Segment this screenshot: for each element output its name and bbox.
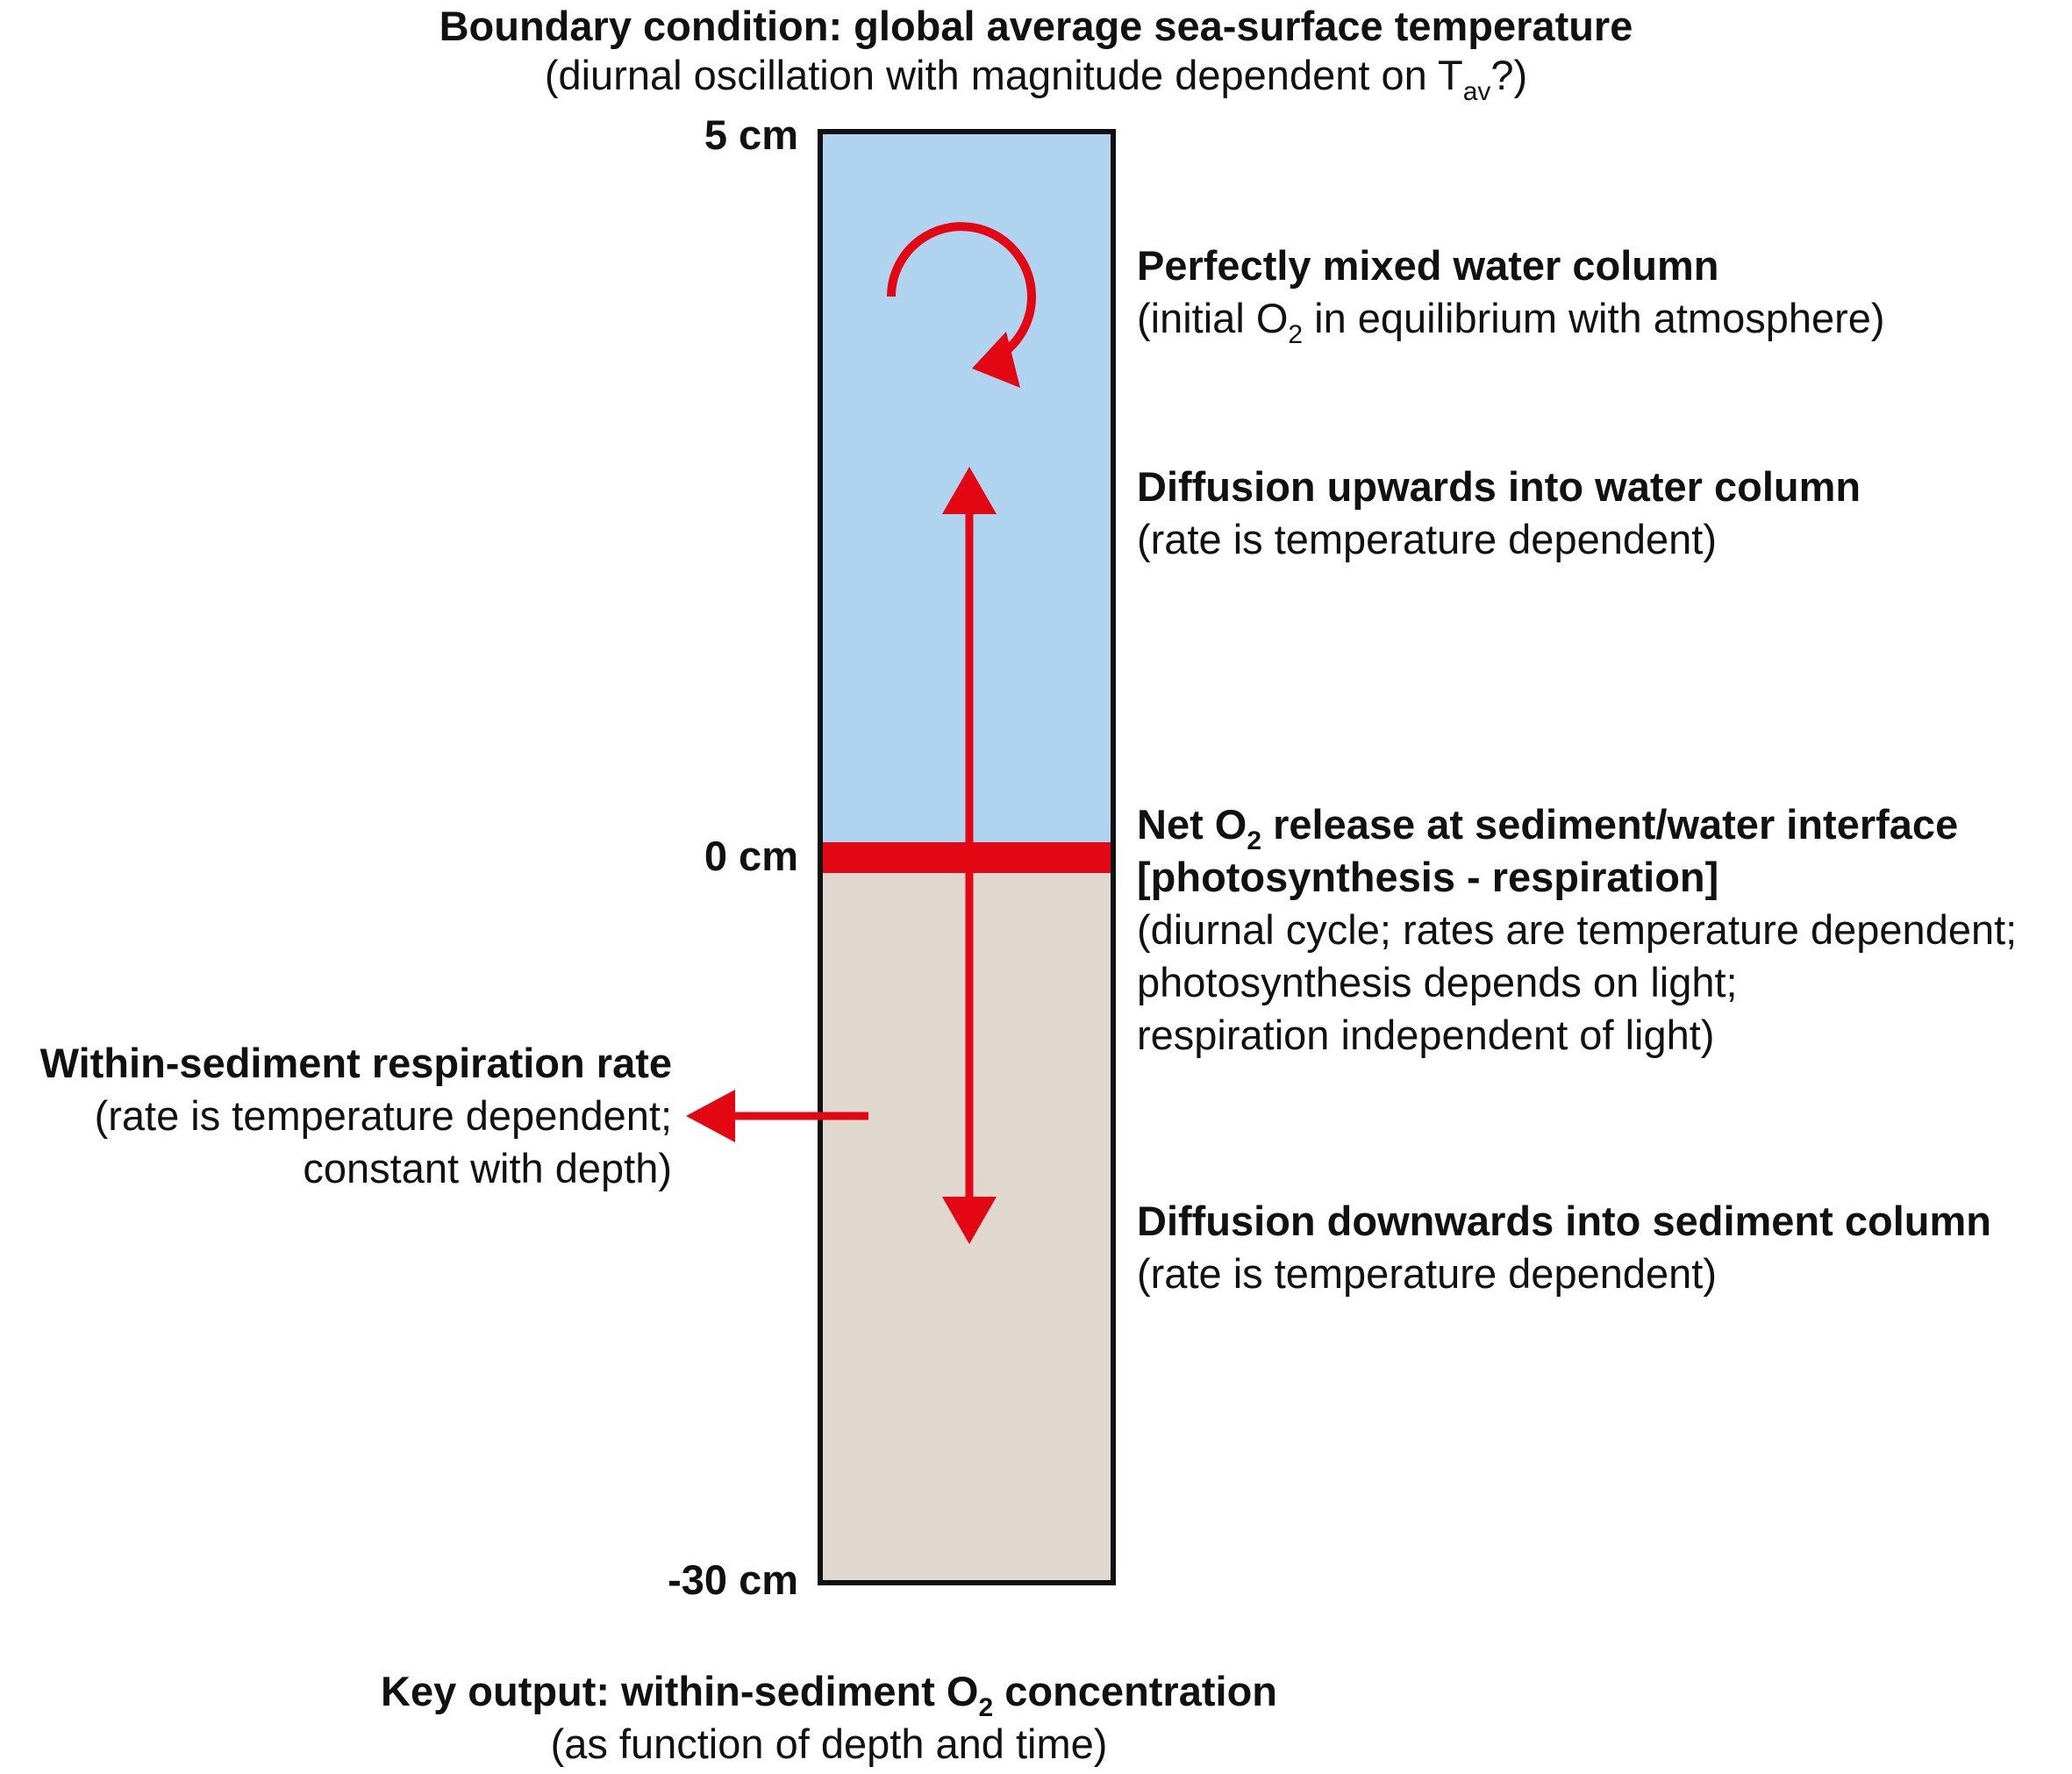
- mixing-arrow: [887, 222, 1036, 360]
- respiration-arrow-head: [686, 1090, 735, 1142]
- net-release-line1: (diurnal cycle; rates are temperature de…: [1137, 906, 2018, 953]
- net-release-line2: photosynthesis depends on light;: [1137, 959, 1738, 1005]
- diffusion-down-line: (rate is temperature dependent): [1137, 1250, 1717, 1297]
- depth-label-top: 5 cm: [704, 111, 798, 158]
- depth-label-interface: 0 cm: [704, 833, 798, 879]
- respiration-line1: (rate is temperature dependent;: [94, 1092, 672, 1139]
- mixed-line-pre: (initial O: [1137, 295, 1289, 341]
- boundary-condition-subtitle: (diurnal oscillation with magnitude depe…: [0, 49, 2072, 105]
- boundary-condition-title: Boundary condition: global average sea-s…: [0, 0, 2072, 53]
- net-release-title: Net O2 release at sediment/water interfa…: [1137, 798, 1959, 855]
- boundary-condition-title-text: Boundary condition: global average sea-s…: [439, 3, 1633, 49]
- diffusion-up-line: (rate is temperature dependent): [1137, 516, 1717, 562]
- key-output-title: Key output: within-sediment O2 concentra…: [0, 1665, 1658, 1721]
- respiration-title: Within-sediment respiration rate: [39, 1040, 672, 1086]
- key-output-title-sub: 2: [978, 1693, 994, 1722]
- net-release-title2: [photosynthesis - respiration]: [1137, 854, 1719, 900]
- column-outline: [818, 129, 1116, 1585]
- mixed-line-post: in equilibrium with atmosphere): [1303, 295, 1885, 341]
- mixed-line-sub: 2: [1288, 320, 1304, 349]
- diffusion-up-arrow-head: [942, 467, 997, 514]
- net-release-title-pre: Net O: [1137, 801, 1247, 848]
- key-output-title-post: concentration: [993, 1668, 1277, 1714]
- key-output-title-pre: Key output: within-sediment O: [381, 1668, 979, 1714]
- boundary-subtitle-sub: av: [1462, 77, 1491, 106]
- boundary-subtitle-pre: (diurnal oscillation with magnitude depe…: [544, 52, 1463, 98]
- depth-label-bottom: -30 cm: [668, 1556, 798, 1603]
- respiration-line2: constant with depth): [303, 1145, 672, 1191]
- diffusion-down-arrow-head: [942, 1197, 997, 1244]
- key-output-subtitle: (as function of depth and time): [550, 1720, 1108, 1767]
- mixed-line: (initial O2 in equilibrium with atmosphe…: [1137, 292, 1885, 348]
- mixing-arrow-head: [972, 332, 1020, 388]
- diffusion-up-title: Diffusion upwards into water column: [1137, 463, 1861, 510]
- boundary-subtitle-post: ?): [1490, 52, 1528, 98]
- net-release-title-post: release at sediment/water interface: [1261, 801, 1959, 848]
- diffusion-down-title: Diffusion downwards into sediment column: [1137, 1198, 1991, 1244]
- mixed-title: Perfectly mixed water column: [1137, 242, 1719, 289]
- net-release-title-sub: 2: [1247, 826, 1262, 855]
- net-release-line3: respiration independent of light): [1137, 1012, 1715, 1058]
